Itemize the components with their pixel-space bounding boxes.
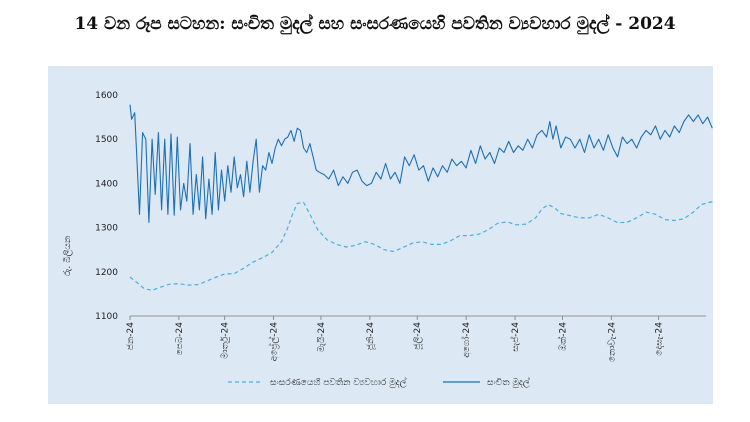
y-tick-label: 1200 [95,268,118,278]
series-group [129,104,713,291]
x-tick-label: මාර්තු-24 [220,322,231,359]
axes-group: 1100 1200 1300 1400 1500 1600 ජන-24 පෙබ-24 මාර්ත… [95,91,706,362]
chart-panel: 1100 1200 1300 1400 1500 1600 ජන-24 පෙබ-24 මාර්ත… [48,66,713,404]
y-tick-label: 1600 [95,91,118,101]
series-line-reserve-money [129,104,713,223]
x-tick-label: සැප්-24 [510,322,521,352]
x-tick-label: ජූනි-24 [365,322,376,350]
y-tick-label: 1300 [95,224,118,234]
x-tick-label: ජූලි-24 [413,322,423,350]
legend-label-currency: සංසරණයෙහි පවතින ව්‍යවහාර මුදල් [270,377,407,388]
chart-svg: 1100 1200 1300 1400 1500 1600 ජන-24 පෙබ-24 මාර්ත… [62,91,713,388]
chart-title: 14 වන රූප සටහන: සංචිත මුදල් සහ සංසරණයෙහි… [74,14,676,34]
x-tick-label: අගෝ-24 [461,322,472,358]
x-tick-label: ඔක්-24 [557,322,568,351]
y-tick-label: 1100 [95,312,118,322]
legend-label-reserve-money: සංචිත මුදල් [487,377,530,388]
x-tick-label: අප්‍රේල්-24 [269,322,280,362]
x-tick-label: පෙබ-24 [175,322,185,356]
x-tick-label: දෙසැ-24 [655,322,665,356]
x-tick-label: මැයි-24 [316,322,327,352]
x-tick-label: නොවැ-24 [607,322,617,362]
y-axis-label: රු. බිලියන [62,236,73,276]
y-tick-label: 1400 [95,179,118,189]
x-tick-label: ජන-24 [126,322,136,350]
y-tick-label: 1500 [95,135,118,145]
series-line-currency [129,201,713,291]
legend: සංසරණයෙහි පවතින ව්‍යවහාර මුදල් සංචිත මුද… [228,377,530,388]
